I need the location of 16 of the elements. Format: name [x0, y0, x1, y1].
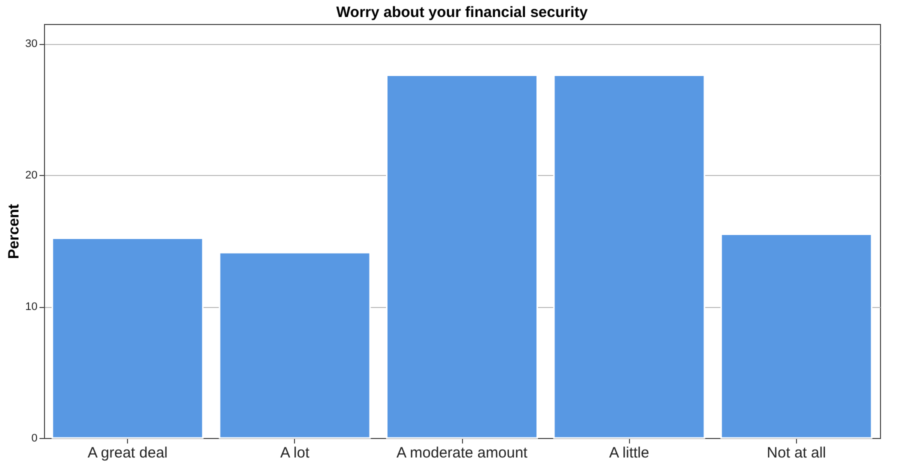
y-tick-label: 10 [25, 301, 38, 314]
x-tick-label: A great deal [88, 444, 168, 462]
chart-title: Worry about your financial security [336, 4, 588, 21]
y-axis-title: Percent [5, 204, 22, 260]
y-tick-label: 0 [31, 432, 38, 444]
x-tick-label: A lot [280, 444, 310, 462]
x-tick-label: Not at all [766, 444, 826, 462]
bar [553, 74, 706, 439]
bar [52, 237, 204, 439]
bar [386, 74, 538, 439]
bar [218, 252, 371, 439]
y-tick-label: 20 [25, 170, 38, 182]
x-tick-label: A moderate amount [396, 444, 528, 462]
bar [720, 234, 872, 439]
y-tick-label: 30 [25, 38, 38, 50]
x-tick-label: A little [609, 444, 650, 462]
